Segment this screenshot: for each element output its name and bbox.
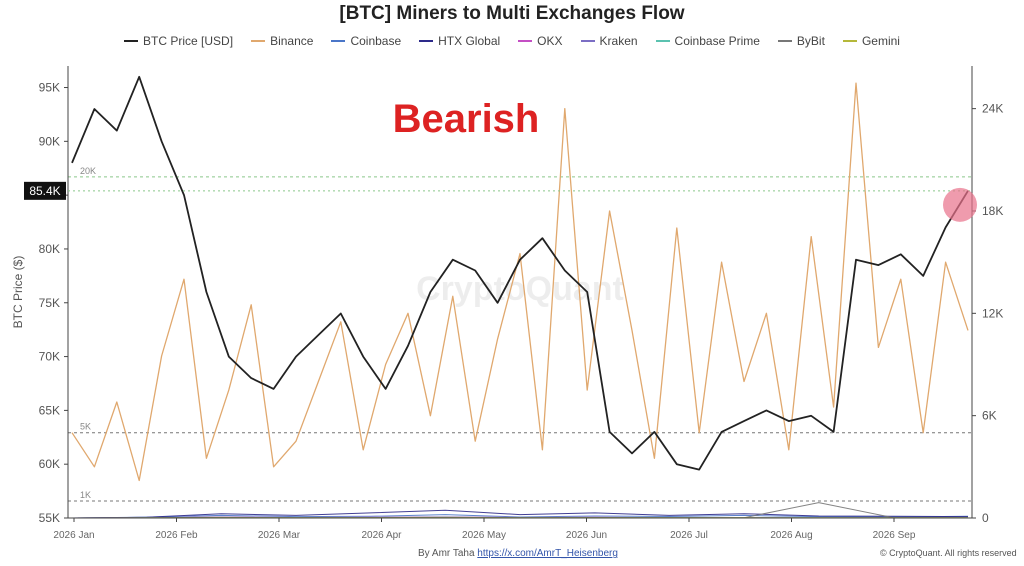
x-tick-label: 2026 Feb <box>155 530 198 541</box>
legend-item[interactable]: BTC Price [USD] <box>124 34 233 48</box>
copyright-text: © CryptoQuant. All rights reserved <box>880 548 1017 558</box>
legend-item[interactable]: Coinbase Prime <box>655 34 760 48</box>
reference-line-label: 20K <box>80 166 96 176</box>
y-left-tick-label: 80K <box>39 242 60 256</box>
legend-label: ByBit <box>796 34 825 48</box>
legend-label: HTX Global <box>438 34 501 48</box>
chart-title: [BTC] Miners to Multi Exchanges Flow <box>339 3 685 24</box>
legend-label: Coinbase <box>350 34 402 48</box>
legend-swatch <box>124 40 139 42</box>
legend-label: BTC Price [USD] <box>143 34 234 48</box>
reference-line-label: 5K <box>80 422 91 432</box>
reference-line-label: 1K <box>80 490 91 500</box>
legend-label: Coinbase Prime <box>674 34 760 48</box>
y-left-tick-label: 75K <box>39 296 60 310</box>
legend-swatch <box>842 40 857 42</box>
legend-swatch <box>419 40 434 42</box>
y-right-tick-label: 12K <box>982 306 1003 320</box>
legend-swatch <box>251 40 266 42</box>
x-tick-label: 2026 Mar <box>258 530 301 541</box>
y-right-tick-label: 18K <box>982 204 1003 218</box>
y-axis-title: BTC Price ($) <box>11 256 25 329</box>
y-left-tick-label: 65K <box>39 403 60 417</box>
legend-label: Gemini <box>861 34 900 48</box>
legend-item[interactable]: Coinbase <box>331 34 401 48</box>
x-tick-label: 2026 Jul <box>670 530 708 541</box>
x-tick-label: 2026 Jun <box>566 530 607 541</box>
y-left-tick-label: 60K <box>39 457 60 471</box>
y-left-tick-label: 95K <box>39 81 60 95</box>
legend-item[interactable]: Kraken <box>580 34 638 48</box>
highlight-marker <box>943 187 977 222</box>
series-line <box>71 82 969 482</box>
y-left-tick-label: 55K <box>39 511 60 525</box>
bearish-annotation: Bearish <box>393 97 540 141</box>
y-right-tick-label: 6K <box>982 409 997 423</box>
legend: BTC Price [USD] Binance Coinbase HTX Global… <box>0 34 1024 48</box>
y-right-tick-label: 0 <box>982 511 989 525</box>
y-right-tick-label: 24K <box>982 102 1003 116</box>
legend-swatch <box>518 40 533 42</box>
watermark: CryptoQuant <box>416 270 624 308</box>
legend-item[interactable]: ByBit <box>777 34 825 48</box>
x-tick-label: 2026 Aug <box>770 530 812 541</box>
legend-item[interactable]: Gemini <box>842 34 900 48</box>
x-tick-label: 2026 Jan <box>53 530 94 541</box>
x-tick-label: 2026 Apr <box>361 530 402 541</box>
legend-swatch <box>331 40 346 42</box>
legend-label: Binance <box>270 34 314 48</box>
series-line <box>71 509 969 519</box>
legend-label: OKX <box>537 34 563 48</box>
x-tick-label: 2026 May <box>462 530 506 541</box>
y-left-tick-label: 70K <box>39 350 60 364</box>
legend-swatch <box>655 40 670 42</box>
legend-swatch <box>777 40 792 42</box>
current-price-label: 85.4K <box>29 184 60 198</box>
legend-item[interactable]: Binance <box>251 34 313 48</box>
current-price-badge <box>24 181 66 200</box>
series-line <box>71 75 969 471</box>
author-credit-prefix: By Amr Taha <box>418 548 475 559</box>
y-left-tick-label: 90K <box>39 134 60 148</box>
legend-item[interactable]: OKX <box>518 34 563 48</box>
legend-swatch <box>580 40 595 42</box>
legend-label: Kraken <box>599 34 638 48</box>
author-link[interactable]: https://x.com/AmrT_Heisenberg <box>477 548 618 559</box>
x-tick-label: 2026 Sep <box>873 530 916 541</box>
legend-item[interactable]: HTX Global <box>419 34 500 48</box>
author-credit: By Amr Taha https://x.com/AmrT_Heisenber… <box>418 548 618 559</box>
